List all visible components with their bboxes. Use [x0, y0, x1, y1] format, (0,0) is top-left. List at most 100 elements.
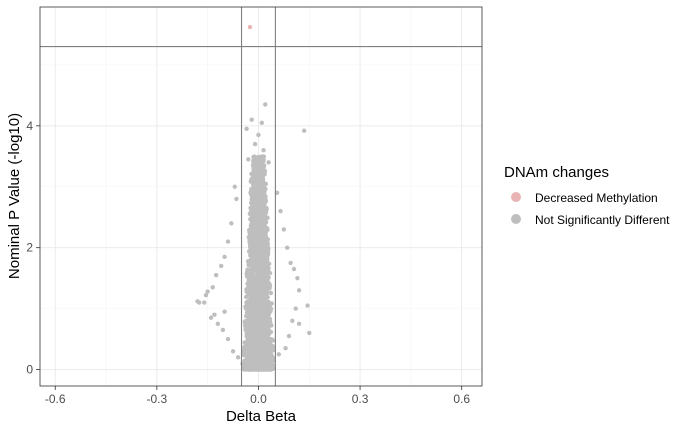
point-not-significant — [247, 306, 252, 311]
point-not-significant — [254, 299, 259, 305]
point-not-significant — [252, 348, 257, 353]
point-not-significant — [262, 275, 267, 280]
point-not-significant — [262, 365, 267, 370]
point-not-significant — [252, 250, 257, 255]
legend-key-decreased — [511, 192, 521, 202]
point-not-significant — [259, 182, 264, 187]
point-not-significant — [266, 302, 271, 307]
point-not-significant — [247, 321, 252, 327]
point-not-significant — [245, 259, 251, 264]
point-not-significant — [251, 291, 256, 297]
point-not-significant — [246, 157, 251, 162]
point-not-significant — [229, 221, 234, 226]
point-not-significant — [245, 352, 251, 357]
point-not-significant — [248, 342, 254, 347]
point-not-significant — [251, 325, 257, 330]
point-not-significant — [219, 263, 224, 269]
point-not-significant — [250, 355, 256, 361]
point-not-significant — [256, 350, 262, 355]
point-not-significant — [256, 206, 261, 211]
point-not-significant — [288, 260, 293, 266]
point-not-significant — [254, 255, 259, 260]
legend-label-not-significant: Not Significantly Different — [535, 213, 670, 227]
point-not-significant — [244, 310, 250, 315]
point-not-significant — [262, 321, 268, 326]
point-not-significant — [285, 245, 290, 250]
point-not-significant — [296, 321, 302, 327]
point-not-significant — [267, 306, 272, 311]
point-not-significant — [235, 355, 241, 360]
y-tick-label: 4 — [26, 119, 33, 133]
y-tick-label: 0 — [26, 363, 33, 377]
point-not-significant — [202, 300, 207, 305]
point-not-significant — [244, 126, 249, 132]
point-not-significant — [295, 275, 300, 281]
point-not-significant — [265, 268, 271, 273]
point-not-significant — [260, 338, 265, 343]
point-not-significant — [257, 304, 262, 310]
point-not-significant — [262, 314, 268, 319]
point-not-significant — [262, 206, 267, 212]
point-not-significant — [263, 102, 268, 107]
point-not-significant — [261, 202, 267, 207]
point-not-significant — [307, 330, 312, 336]
point-not-significant — [212, 312, 217, 317]
point-not-significant — [263, 264, 269, 269]
point-not-significant — [244, 274, 250, 279]
point-not-significant — [259, 120, 265, 125]
data-points — [195, 24, 312, 372]
point-not-significant — [250, 182, 256, 187]
point-not-significant — [264, 326, 270, 331]
point-not-significant — [254, 184, 259, 189]
point-not-significant — [265, 317, 270, 323]
point-not-significant — [286, 333, 292, 339]
point-not-significant — [259, 172, 264, 177]
panel-border — [39, 6, 483, 387]
point-not-significant — [247, 290, 252, 296]
point-not-significant — [245, 345, 250, 351]
point-not-significant — [250, 211, 256, 216]
point-not-significant — [281, 227, 287, 232]
point-not-significant — [247, 361, 252, 366]
point-not-significant — [264, 256, 270, 262]
point-not-significant — [251, 318, 257, 323]
point-not-significant — [249, 117, 254, 122]
point-not-significant — [268, 329, 274, 335]
point-not-significant — [283, 346, 288, 351]
point-not-significant — [256, 367, 261, 372]
point-not-significant — [274, 190, 280, 196]
x-tick-label: 0.3 — [352, 392, 369, 406]
point-not-significant — [255, 221, 261, 226]
point-not-significant — [252, 309, 258, 315]
point-not-significant — [258, 297, 263, 303]
point-not-significant — [265, 248, 271, 253]
point-not-significant — [253, 360, 258, 366]
point-not-significant — [267, 285, 272, 291]
point-not-significant — [248, 252, 253, 257]
point-not-significant — [245, 269, 250, 274]
point-not-significant — [244, 313, 249, 319]
point-not-significant — [252, 275, 257, 281]
point-not-significant — [252, 268, 258, 273]
point-not-significant — [263, 198, 268, 203]
point-not-significant — [258, 168, 263, 174]
point-not-significant — [254, 242, 259, 247]
point-not-significant — [222, 254, 227, 260]
point-not-significant — [245, 332, 250, 337]
point-not-significant — [257, 190, 262, 196]
point-not-significant — [257, 248, 263, 253]
point-not-significant — [246, 263, 251, 268]
point-not-significant — [210, 285, 215, 290]
x-tick-label: 0.6 — [453, 392, 470, 406]
point-not-significant — [260, 257, 265, 262]
point-not-significant — [263, 186, 268, 192]
point-not-significant — [249, 189, 254, 195]
point-not-significant — [259, 225, 264, 230]
point-not-significant — [213, 272, 219, 278]
point-not-significant — [262, 301, 267, 306]
point-not-significant — [261, 354, 266, 359]
point-not-significant — [255, 174, 261, 179]
point-not-significant — [265, 351, 270, 356]
point-not-significant — [296, 288, 302, 293]
